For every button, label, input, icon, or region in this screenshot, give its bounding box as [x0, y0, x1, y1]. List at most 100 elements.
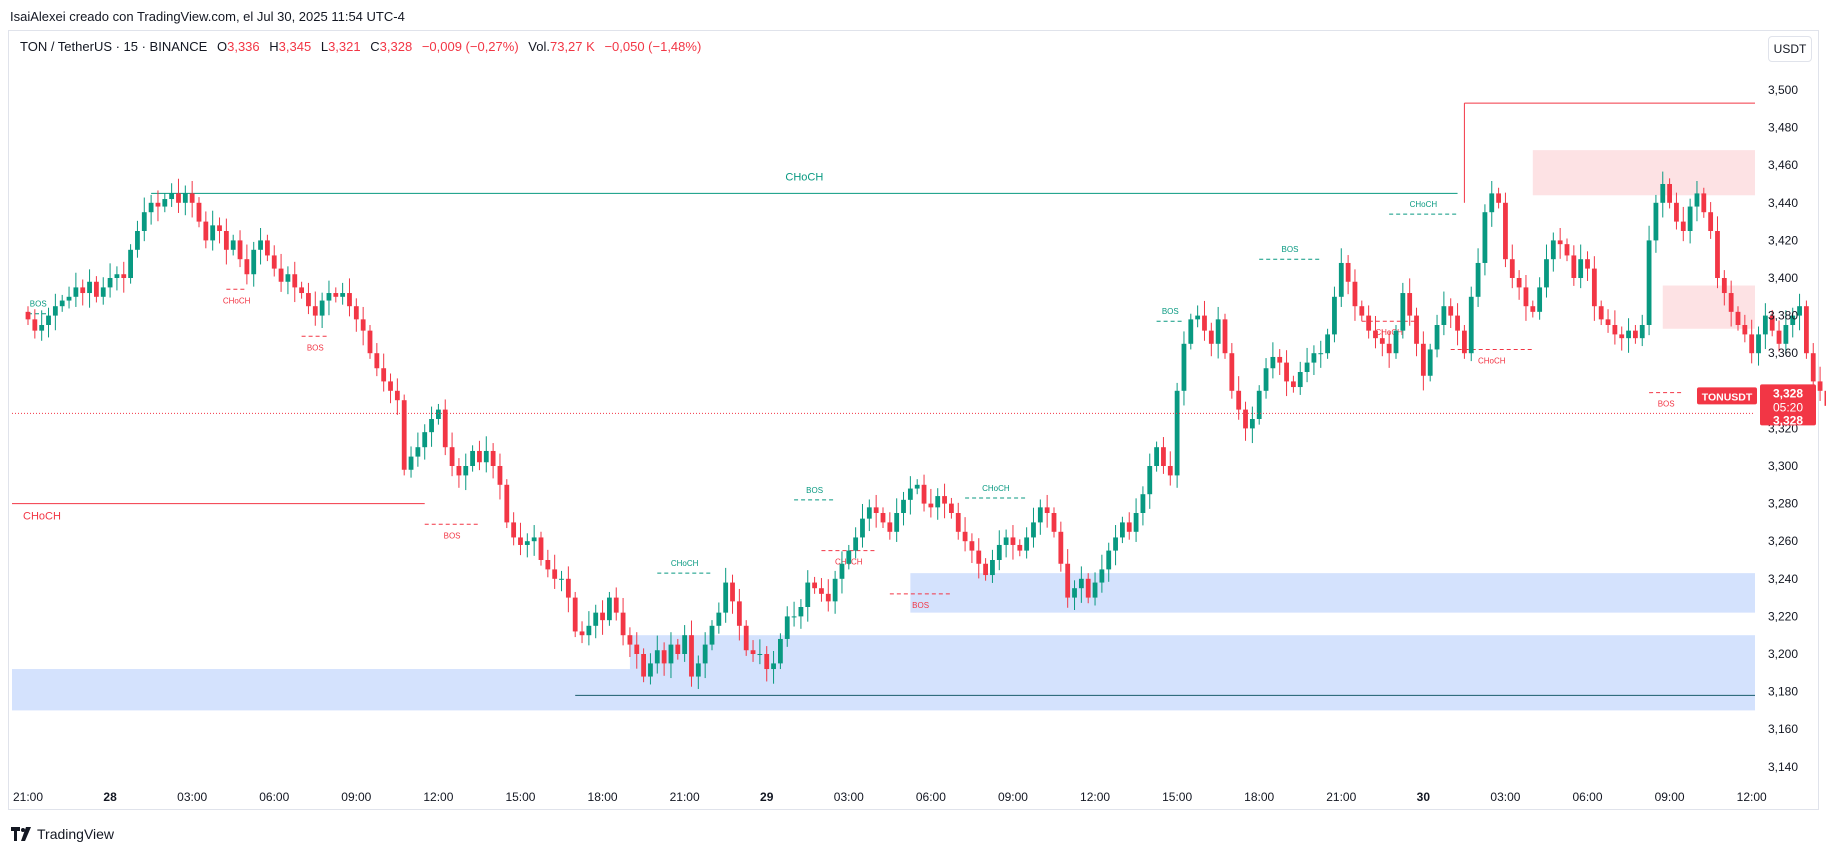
candle-body[interactable]: [1297, 372, 1303, 388]
candle-body[interactable]: [265, 240, 270, 256]
candle-body[interactable]: [1037, 507, 1043, 523]
candle-body[interactable]: [1769, 315, 1775, 331]
candle-body[interactable]: [196, 202, 202, 222]
candle-body[interactable]: [935, 496, 941, 508]
candle-body[interactable]: [1646, 240, 1652, 325]
candle-body[interactable]: [866, 507, 872, 519]
candle-body[interactable]: [1208, 330, 1214, 344]
candle-body[interactable]: [1291, 381, 1296, 388]
candle-body[interactable]: [1031, 522, 1036, 538]
candle-body[interactable]: [969, 541, 975, 551]
candle-body[interactable]: [695, 663, 701, 677]
candle-body[interactable]: [1701, 193, 1707, 213]
candle-body[interactable]: [1804, 306, 1809, 354]
candle-body[interactable]: [730, 582, 735, 602]
candle-body[interactable]: [1708, 212, 1714, 231]
candle-body[interactable]: [1715, 231, 1720, 278]
candle-body[interactable]: [52, 306, 58, 316]
candle-body[interactable]: [1776, 330, 1782, 344]
candle-body[interactable]: [1462, 330, 1467, 354]
candle-body[interactable]: [408, 456, 414, 470]
candle-body[interactable]: [1229, 353, 1235, 391]
candle-body[interactable]: [1003, 537, 1009, 545]
candle-body[interactable]: [148, 202, 154, 213]
candle-body[interactable]: [1482, 212, 1488, 263]
candle-body[interactable]: [750, 650, 756, 654]
candle-body[interactable]: [326, 293, 332, 301]
candle-body[interactable]: [1633, 330, 1638, 339]
candle-body[interactable]: [1667, 184, 1672, 203]
candle-body[interactable]: [832, 578, 838, 602]
candle-body[interactable]: [839, 563, 845, 579]
candle-body[interactable]: [388, 381, 393, 391]
candle-body[interactable]: [210, 225, 216, 241]
candle-body[interactable]: [1427, 349, 1433, 376]
candle-body[interactable]: [1352, 281, 1358, 307]
candle-body[interactable]: [490, 450, 496, 466]
candle-body[interactable]: [1407, 293, 1413, 316]
candle-body[interactable]: [1414, 315, 1419, 344]
candle-body[interactable]: [928, 503, 934, 508]
candle-body[interactable]: [1571, 255, 1577, 278]
candle-body[interactable]: [1516, 278, 1522, 288]
candle-body[interactable]: [641, 654, 646, 677]
candle-body[interactable]: [32, 319, 38, 331]
candle-body[interactable]: [258, 240, 263, 250]
candle-body[interactable]: [203, 221, 209, 241]
candle-body[interactable]: [1564, 244, 1570, 256]
candle-body[interactable]: [784, 616, 790, 639]
candle-body[interactable]: [511, 522, 517, 538]
candle-body[interactable]: [449, 447, 455, 466]
candle-body[interactable]: [189, 193, 195, 203]
candle-body[interactable]: [1687, 206, 1693, 231]
candle-body[interactable]: [1256, 390, 1262, 419]
candle-body[interactable]: [1099, 569, 1105, 583]
candle-body[interactable]: [381, 368, 387, 382]
candle-body[interactable]: [1325, 334, 1330, 354]
candle-body[interactable]: [887, 522, 893, 532]
candle-body[interactable]: [627, 635, 633, 645]
candle-body[interactable]: [996, 544, 1002, 560]
candle-body[interactable]: [1680, 221, 1686, 231]
candle-body[interactable]: [1140, 494, 1146, 513]
candle-body[interactable]: [46, 315, 51, 325]
candle-body[interactable]: [182, 193, 188, 203]
candle-body[interactable]: [1585, 259, 1590, 269]
candle-body[interactable]: [668, 644, 674, 664]
candle-body[interactable]: [559, 578, 564, 580]
candle-body[interactable]: [894, 513, 900, 532]
candle-body[interactable]: [743, 625, 749, 651]
candle-body[interactable]: [572, 597, 578, 632]
candle-body[interactable]: [333, 293, 339, 297]
candle-body[interactable]: [1379, 338, 1385, 344]
candle-body[interactable]: [1359, 306, 1365, 316]
candle-body[interactable]: [1660, 184, 1666, 203]
candle-body[interactable]: [1530, 306, 1536, 312]
candle-body[interactable]: [1824, 390, 1826, 406]
candle-body[interactable]: [990, 560, 995, 576]
candle-body[interactable]: [1544, 259, 1549, 288]
candle-body[interactable]: [1195, 315, 1201, 320]
candle-body[interactable]: [805, 582, 811, 607]
candle-body[interactable]: [778, 638, 783, 664]
candle-body[interactable]: [401, 400, 407, 470]
candle-body[interactable]: [1085, 578, 1091, 598]
candle-body[interactable]: [1202, 315, 1207, 331]
candle-body[interactable]: [415, 447, 421, 457]
candle-body[interactable]: [1598, 306, 1604, 320]
candle-body[interactable]: [39, 325, 45, 331]
candle-body[interactable]: [736, 601, 742, 626]
candle-body[interactable]: [955, 513, 961, 532]
candle-body[interactable]: [1489, 193, 1495, 213]
candle-body[interactable]: [1742, 325, 1748, 335]
candle-body[interactable]: [1311, 353, 1317, 363]
candle-body[interactable]: [682, 635, 688, 654]
candle-body[interactable]: [292, 274, 298, 288]
candle-body[interactable]: [545, 560, 551, 570]
candle-body[interactable]: [901, 499, 906, 513]
candle-body[interactable]: [1249, 419, 1255, 429]
candle-body[interactable]: [1557, 240, 1563, 245]
candle-body[interactable]: [1147, 466, 1153, 495]
candle-body[interactable]: [675, 644, 681, 654]
candle-body[interactable]: [620, 612, 626, 636]
